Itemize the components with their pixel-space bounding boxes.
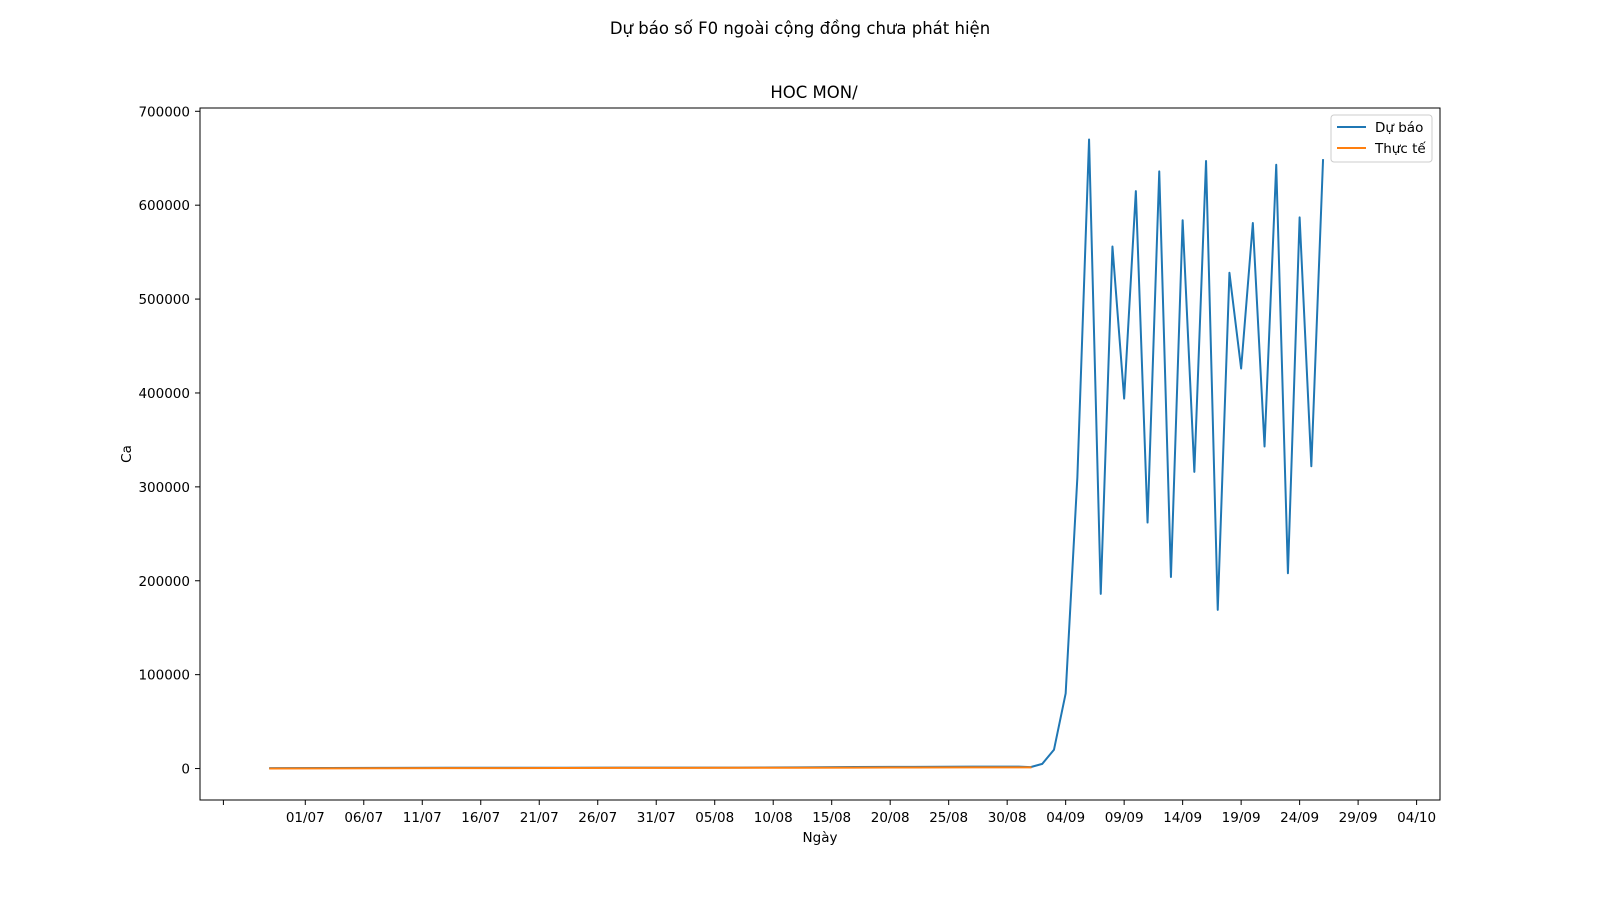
- y-tick-label: 100000: [138, 668, 190, 684]
- x-tick-label: 25/08: [929, 810, 968, 826]
- chart-suptitle: Dự báo số F0 ngoài cộng đồng chưa phát h…: [610, 19, 990, 38]
- y-tick-label: 600000: [138, 198, 190, 214]
- y-tick-label: 300000: [138, 480, 190, 496]
- legend-label-thuc-te: Thực tế: [1374, 140, 1426, 157]
- plot-area: [199, 107, 1441, 801]
- x-tick-label: 14/09: [1163, 810, 1202, 826]
- x-axis-label: Ngày: [803, 830, 838, 846]
- x-tick-label: 21/07: [520, 810, 559, 826]
- y-tick-label: 400000: [138, 386, 190, 402]
- y-tick-label: 0: [181, 762, 190, 778]
- x-tick-label: 11/07: [403, 810, 442, 826]
- x-tick-label: 04/09: [1046, 810, 1085, 826]
- chart-title: HOC MON/: [770, 83, 858, 102]
- series-line-thuc-te: [269, 766, 1032, 770]
- x-tick-label: 04/10: [1397, 810, 1436, 826]
- legend: Dự báo Thực tế: [1330, 114, 1433, 163]
- y-tick-label: 500000: [138, 292, 190, 308]
- x-tick-label: 29/09: [1339, 810, 1378, 826]
- x-tick-label: 30/08: [988, 810, 1027, 826]
- series-layer: [269, 138, 1325, 770]
- x-tick-label: 20/08: [871, 810, 910, 826]
- x-tick-label: 01/07: [286, 810, 325, 826]
- x-axis-ticks: 01/07 06/07 11/07 16/07 21/07 26/07 31/07 05/08…: [222, 800, 1436, 826]
- y-tick-label: 700000: [138, 104, 190, 120]
- x-tick-label: 10/08: [754, 810, 793, 826]
- axes-frame: [199, 107, 1441, 801]
- y-tick-label: 200000: [138, 574, 190, 590]
- x-tick-label: 15/08: [812, 810, 851, 826]
- legend-label-du-bao: Dự báo: [1375, 120, 1423, 136]
- y-axis-ticks: 0 100000 200000 300000 400000 500000 600000 700…: [138, 104, 200, 778]
- x-tick-label: 16/07: [461, 810, 500, 826]
- x-tick-label: 31/07: [637, 810, 676, 826]
- x-tick-label: 26/07: [578, 810, 617, 826]
- y-axis-label: Ca: [119, 445, 135, 463]
- x-tick-label: 05/08: [695, 810, 734, 826]
- x-tick-label: 19/09: [1222, 810, 1261, 826]
- x-tick-label: 24/09: [1280, 810, 1319, 826]
- x-tick-label: 06/07: [344, 810, 383, 826]
- x-tick-label: 09/09: [1105, 810, 1144, 826]
